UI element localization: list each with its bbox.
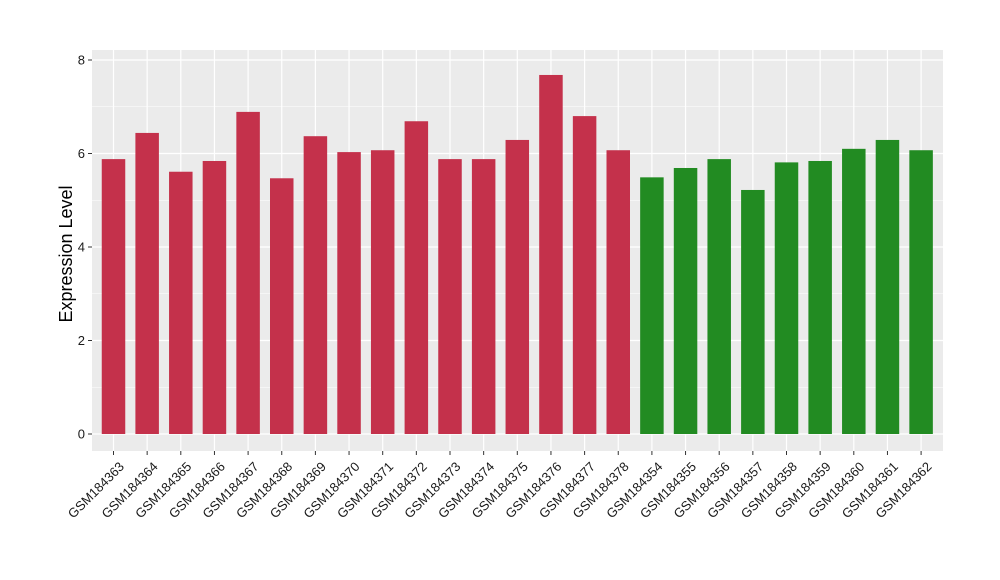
bar xyxy=(741,189,765,434)
bar xyxy=(539,74,563,435)
bar xyxy=(572,116,597,434)
x-axis: GSM184363GSM184364GSM184365GSM184366GSM1… xyxy=(65,451,935,521)
bar xyxy=(438,159,462,435)
bar xyxy=(707,159,731,435)
bar xyxy=(875,139,900,434)
bar xyxy=(303,136,328,434)
bar xyxy=(505,139,530,434)
bar xyxy=(471,159,496,435)
bar xyxy=(808,160,832,435)
bar xyxy=(909,150,933,435)
y-axis: 0 2 4 6 8 xyxy=(78,53,92,442)
y-tick-label: 6 xyxy=(78,146,85,161)
bar xyxy=(135,132,159,434)
bar xyxy=(774,162,799,434)
y-tick-label: 0 xyxy=(78,427,85,442)
bars xyxy=(101,74,933,435)
y-tick-label: 4 xyxy=(78,240,85,255)
bar xyxy=(370,150,395,435)
bar xyxy=(202,160,227,435)
y-tick-label: 8 xyxy=(78,53,85,68)
bar xyxy=(236,111,260,434)
bar xyxy=(404,121,429,435)
bar xyxy=(169,171,193,435)
bar xyxy=(101,159,126,435)
bar xyxy=(606,150,630,435)
y-tick-label: 2 xyxy=(78,333,85,348)
bar xyxy=(842,148,866,434)
bar xyxy=(270,178,294,434)
bar xyxy=(673,167,698,434)
y-axis-title: Expression Level xyxy=(56,185,76,322)
bar xyxy=(337,152,361,434)
bar xyxy=(640,177,664,434)
